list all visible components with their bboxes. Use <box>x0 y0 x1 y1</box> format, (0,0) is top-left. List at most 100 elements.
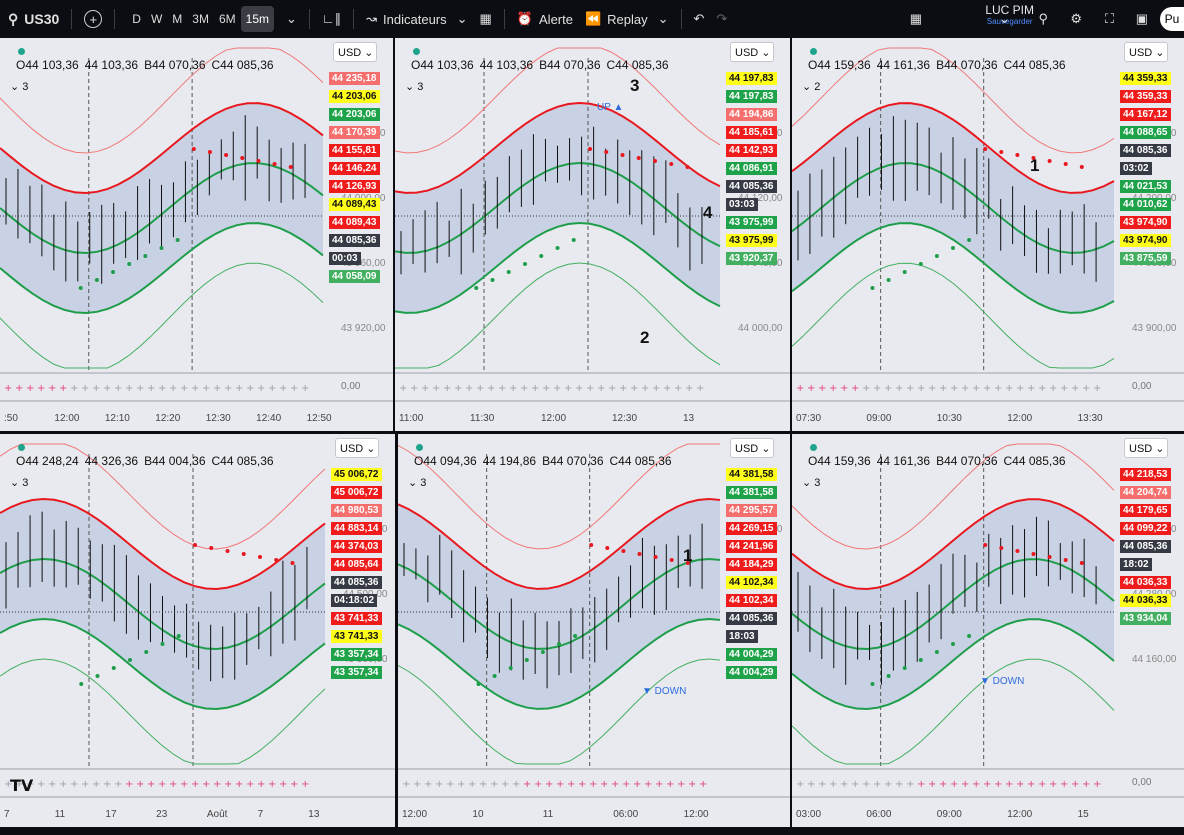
timeframe-6m[interactable]: 6M <box>218 12 236 26</box>
timeframe-group: D W M 3M 6M 15m <box>121 0 280 38</box>
currency-select[interactable]: USD ⌄ <box>333 42 377 62</box>
chart-panel-5[interactable]: + + + + + + + + + + + + + + + + + + + + + + + + + + + + O44 094,36 44… <box>398 434 790 827</box>
chart-panel-1[interactable]: + + + + + + + + + + + + + + + + + + + + + + + + + + + + O44 103,36 44… <box>0 38 393 431</box>
sar-dot <box>240 156 245 160</box>
histogram-mark: + <box>509 383 517 394</box>
timeframe-d[interactable]: D <box>132 12 141 26</box>
chart-panel-4[interactable]: + + + + + + + + + + + + + + + + + + + + + + + + + + + + O44 248,24 44… <box>0 434 395 827</box>
snapshot-button[interactable]: ▣ <box>1130 0 1154 38</box>
chart-type-button[interactable]: ∟∥ <box>316 0 347 38</box>
chart-canvas[interactable]: + + + + + + + + + + + + + + + + + + + + + + + + + + + + <box>0 434 395 827</box>
histogram-mark: + <box>457 779 465 790</box>
divider <box>71 9 73 29</box>
sar-dot <box>934 254 939 258</box>
price-tag: 44 185,61 <box>726 126 777 139</box>
chart-canvas[interactable]: + + + + + + + + + + + + + + + + + + + + + + + + + + + + <box>395 38 790 431</box>
indicator-toggle[interactable]: ⌄ 2 <box>802 81 821 93</box>
histogram-mark: + <box>103 779 111 790</box>
ohlc-value: O44 094,36 <box>414 454 477 468</box>
band-fill <box>395 103 720 313</box>
indicator-toggle[interactable]: ⌄ 3 <box>408 477 427 489</box>
chart-panel-2[interactable]: + + + + + + + + + + + + + + + + + + + + + + + + + + + + O44 103,36 44… <box>395 38 790 431</box>
replay-button[interactable]: ⏪ Replay ⌄ <box>579 0 675 38</box>
x-axis-tick: 7 <box>257 809 264 820</box>
chart-canvas[interactable]: + + + + + + + + + + + + + + + + + + + + + + + + + + + + <box>792 434 1184 827</box>
indicator-toggle[interactable]: ⌄ 3 <box>10 477 29 489</box>
currency-select[interactable]: USD ⌄ <box>335 438 379 458</box>
price-tag: 44 170,39 <box>329 126 380 139</box>
indicator-toggle[interactable]: ⌄ 3 <box>802 477 821 489</box>
price-tag: 44 184,29 <box>726 558 777 571</box>
sar-dot <box>1079 561 1084 565</box>
chart-canvas[interactable]: + + + + + + + + + + + + + + + + + + + + + + + + + + + + <box>398 434 790 827</box>
sar-dot <box>636 156 641 160</box>
sar-dot <box>951 642 955 646</box>
histogram-mark: + <box>202 383 210 394</box>
sar-dot <box>78 286 83 290</box>
sar-dot <box>902 270 907 274</box>
currency-select[interactable]: USD ⌄ <box>730 438 774 458</box>
timeframe-3m[interactable]: 3M <box>192 12 209 26</box>
fullscreen-button[interactable]: ⛶ <box>1099 0 1120 38</box>
price-tag: 44 085,64 <box>331 558 382 571</box>
histogram-mark: + <box>939 383 947 394</box>
price-tag: 44 085,36 <box>1120 540 1171 553</box>
histogram-mark: + <box>1071 779 1079 790</box>
currency-select[interactable]: USD ⌄ <box>1124 438 1168 458</box>
timeframe-m[interactable]: M <box>172 12 183 26</box>
ohlc-value: B44 070,36 <box>539 58 601 72</box>
templates-button[interactable]: ▦ <box>474 0 498 38</box>
sar-dot <box>272 162 277 166</box>
histogram-mark: + <box>597 383 605 394</box>
currency-select[interactable]: USD ⌄ <box>1124 42 1168 62</box>
price-tag: 44 089,43 <box>329 216 380 229</box>
chart-panel-3[interactable]: + + + + + + + + + + + + + + + + + + + + + + + + + + + + O44 159,36 44… <box>792 38 1184 431</box>
undo-button[interactable]: ↶ <box>688 0 711 38</box>
chart-canvas[interactable]: + + + + + + + + + + + + + + + + + + + + + + + + + + + + <box>792 38 1184 431</box>
fullscreen-icon: ⛶ <box>1104 11 1114 26</box>
price-tag: 43 974,90 <box>1120 216 1171 229</box>
indicator-toggle[interactable]: ⌄ 3 <box>405 81 424 93</box>
price-tag: 44 235,18 <box>329 72 380 85</box>
histogram-mark: + <box>520 383 528 394</box>
redo-button[interactable]: ↷ <box>710 0 733 38</box>
layout-dropdown[interactable]: ⌄ <box>993 0 1016 38</box>
ohlc-value: C44 085,36 <box>211 58 274 72</box>
indicators-button[interactable]: ↝ Indicateurs ⌄ <box>360 0 473 38</box>
publish-button[interactable]: Pu <box>1160 7 1184 31</box>
x-axis-tick: 10:30 <box>936 413 962 424</box>
histogram-mark: + <box>257 383 265 394</box>
outer-lower-band <box>792 658 1115 765</box>
price-tag: 44 102,34 <box>726 576 777 589</box>
histogram-mark: + <box>180 383 188 394</box>
chart-panel-6[interactable]: + + + + + + + + + + + + + + + + + + + + + + + + + + + + O44 159,36 44… <box>792 434 1184 827</box>
histogram-mark: + <box>622 779 630 790</box>
sar-dot <box>241 552 246 556</box>
histogram-mark: + <box>246 383 254 394</box>
sar-dot <box>620 153 625 157</box>
settings-button[interactable]: ⚙ <box>1064 0 1088 38</box>
sar-dot <box>1063 162 1068 166</box>
timeframe-dropdown[interactable]: ⌄ <box>280 0 303 38</box>
layout-grid-button[interactable]: ▦ <box>904 0 928 38</box>
ohlc-legend: O44 159,36 44 161,36 B44 070,36 C44 085,36 <box>808 58 1072 72</box>
timeframe-w[interactable]: W <box>150 12 163 26</box>
currency-select[interactable]: USD ⌄ <box>730 42 774 62</box>
sar-dot <box>588 147 592 151</box>
timeframe-15m[interactable]: 15m <box>240 6 274 32</box>
price-tag: 44 359,33 <box>1120 90 1171 103</box>
histogram-mark: + <box>1027 779 1035 790</box>
histogram-mark: + <box>147 779 155 790</box>
layout-name[interactable]: LUC PIM Sauvegarder <box>985 4 1034 28</box>
histogram-mark: + <box>213 779 221 790</box>
ohlc-value: B44 070,36 <box>936 58 998 72</box>
indicator-toggle[interactable]: ⌄ 3 <box>10 81 29 93</box>
quick-search-button[interactable]: ⚲ <box>1032 0 1054 38</box>
chart-canvas[interactable]: + + + + + + + + + + + + + + + + + + + + + + + + + + + + <box>0 38 393 431</box>
alert-button[interactable]: ⏰ Alerte <box>511 0 579 38</box>
symbol-search[interactable]: ⚲ US30 <box>0 0 65 38</box>
compare-button[interactable]: + <box>78 0 108 38</box>
histogram-mark: + <box>663 383 671 394</box>
x-axis-tick: 11:00 <box>399 413 424 424</box>
signal-label: ▼ DOWN <box>980 676 1025 687</box>
